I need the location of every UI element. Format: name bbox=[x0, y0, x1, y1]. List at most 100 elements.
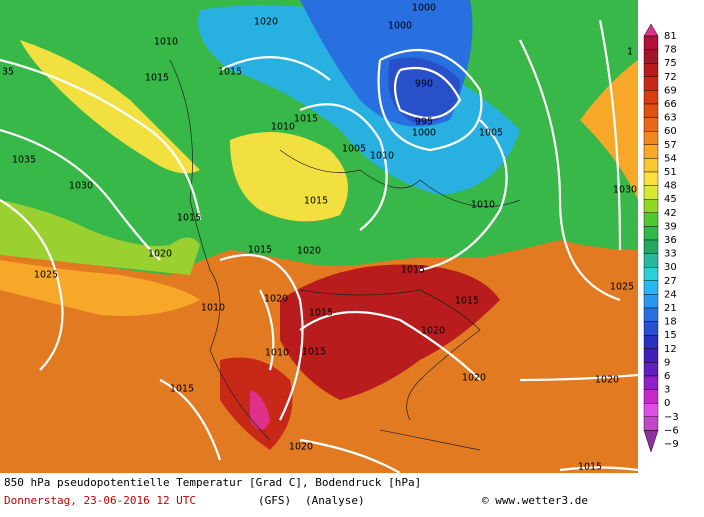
isobar-label: 1010 bbox=[265, 348, 289, 359]
isobar-label: 1010 bbox=[370, 151, 394, 162]
isobar-label: 1015 bbox=[218, 67, 242, 78]
colorbar-tick-label: 57 bbox=[664, 140, 677, 151]
colorbar-cell bbox=[643, 35, 659, 50]
colorbar-cell bbox=[643, 375, 659, 390]
isobar-label: 1015 bbox=[294, 114, 318, 125]
colorbar-cell bbox=[643, 403, 659, 418]
colorbar-cell bbox=[643, 321, 659, 336]
colorbar-tick-label: −6 bbox=[664, 425, 679, 436]
map-field bbox=[0, 0, 639, 474]
colorbar-tick-label: 48 bbox=[664, 181, 677, 192]
colorbar-tick-label: −9 bbox=[664, 439, 679, 450]
isobar-label: 1015 bbox=[145, 73, 169, 84]
isobar-label: 1030 bbox=[69, 181, 93, 192]
caption: 850 hPa pseudopotentielle Temperatur [Gr… bbox=[4, 476, 421, 489]
colorbar-tick-label: 66 bbox=[664, 99, 677, 110]
colorbar-tick-label: 0 bbox=[664, 398, 670, 409]
isobar-label: 1000 bbox=[412, 3, 436, 14]
isobar-label: 1020 bbox=[264, 294, 288, 305]
colorbar-cell bbox=[643, 335, 659, 350]
colorbar-tick-label: 39 bbox=[664, 221, 677, 232]
isobar-label: 1020 bbox=[289, 442, 313, 453]
colorbar-cell bbox=[643, 416, 659, 431]
colorbar-cell bbox=[643, 294, 659, 309]
isobar-label: 1015 bbox=[302, 347, 326, 358]
isobar-label: 1015 bbox=[455, 296, 479, 307]
colorbar-cell bbox=[643, 389, 659, 404]
isobar-label: 1025 bbox=[610, 282, 634, 293]
colorbar-arrow bbox=[643, 430, 659, 453]
isobar-label: 1015 bbox=[177, 213, 201, 224]
isobar-label: 1020 bbox=[254, 17, 278, 28]
isobar-label: 995 bbox=[415, 117, 433, 128]
isobar-label: 1 bbox=[627, 47, 633, 58]
colorbar-tick-label: 15 bbox=[664, 330, 677, 341]
isobar-label: 1015 bbox=[309, 308, 333, 319]
colorbar-cell bbox=[643, 171, 659, 186]
isobar-label: 1020 bbox=[595, 375, 619, 386]
colorbar-tick-label: 30 bbox=[664, 262, 677, 273]
isobar-label: 1015 bbox=[304, 196, 328, 207]
isobar-label: 1035 bbox=[12, 155, 36, 166]
isobar-label: 1010 bbox=[154, 37, 178, 48]
date: Donnerstag, 23-06-2016 12 UTC bbox=[4, 494, 196, 507]
isobar-label: 1020 bbox=[297, 246, 321, 257]
colorbar-cell bbox=[643, 280, 659, 295]
isobar-label: 1015 bbox=[578, 462, 602, 473]
footer bbox=[0, 473, 638, 513]
isobar-label: 990 bbox=[415, 79, 433, 90]
isobar-label: 1000 bbox=[388, 21, 412, 32]
isobar-label: 1015 bbox=[248, 245, 272, 256]
colorbar-cell bbox=[643, 348, 659, 363]
colorbar-tick-label: 75 bbox=[664, 58, 677, 69]
credit: © www.wetter3.de bbox=[482, 494, 588, 507]
colorbar-cell bbox=[643, 49, 659, 64]
colorbar-tick-label: 69 bbox=[664, 85, 677, 96]
colorbar-tick-label: 42 bbox=[664, 208, 677, 219]
isobar-label: 1015 bbox=[170, 384, 194, 395]
colorbar-tick-label: 72 bbox=[664, 72, 677, 83]
colorbar-cell bbox=[643, 267, 659, 282]
colorbar-tick-label: 6 bbox=[664, 371, 670, 382]
colorbar-cell bbox=[643, 239, 659, 254]
colorbar-cell bbox=[643, 130, 659, 145]
colorbar-cell bbox=[643, 117, 659, 132]
colorbar-tick-label: 60 bbox=[664, 126, 677, 137]
isobar-label: 1015 bbox=[401, 265, 425, 276]
colorbar-tick-label: 24 bbox=[664, 289, 677, 300]
colorbar-tick-label: 36 bbox=[664, 235, 677, 246]
colorbar: 8178757269666360575451484542393633302724… bbox=[643, 23, 679, 453]
colorbar-tick-label: 27 bbox=[664, 276, 677, 287]
colorbar-cell bbox=[643, 90, 659, 105]
isobar-label: 1005 bbox=[342, 144, 366, 155]
isobar-label: 1005 bbox=[479, 128, 503, 139]
colorbar-cell bbox=[643, 63, 659, 78]
isobar-label: 35 bbox=[2, 67, 14, 78]
colorbar-cell bbox=[643, 362, 659, 377]
colorbar-tick-label: 63 bbox=[664, 113, 677, 124]
colorbar-cell bbox=[643, 198, 659, 213]
colorbar-tick-label: 54 bbox=[664, 153, 677, 164]
colorbar-tick-label: 78 bbox=[664, 45, 677, 56]
colorbar-cell bbox=[643, 185, 659, 200]
isobar-label: 1010 bbox=[271, 122, 295, 133]
colorbar-cell bbox=[643, 103, 659, 118]
colorbar-tick-label: −3 bbox=[664, 412, 679, 423]
colorbar-tick-label: 51 bbox=[664, 167, 677, 178]
colorbar-cell bbox=[643, 226, 659, 241]
colorbar-cell bbox=[643, 144, 659, 159]
colorbar-tick-label: 21 bbox=[664, 303, 677, 314]
run: (Analyse) bbox=[305, 494, 365, 507]
isobar-label: 1025 bbox=[34, 270, 58, 281]
colorbar-tick-label: 33 bbox=[664, 249, 677, 260]
isobar-label: 1030 bbox=[613, 185, 637, 196]
colorbar-tick-label: 9 bbox=[664, 357, 670, 368]
isobar-label: 1020 bbox=[421, 326, 445, 337]
isobar-label: 1000 bbox=[412, 128, 436, 139]
isobar-label: 1020 bbox=[148, 249, 172, 260]
colorbar-tick-label: 45 bbox=[664, 194, 677, 205]
model: (GFS) bbox=[258, 494, 291, 507]
colorbar-cell bbox=[643, 307, 659, 322]
